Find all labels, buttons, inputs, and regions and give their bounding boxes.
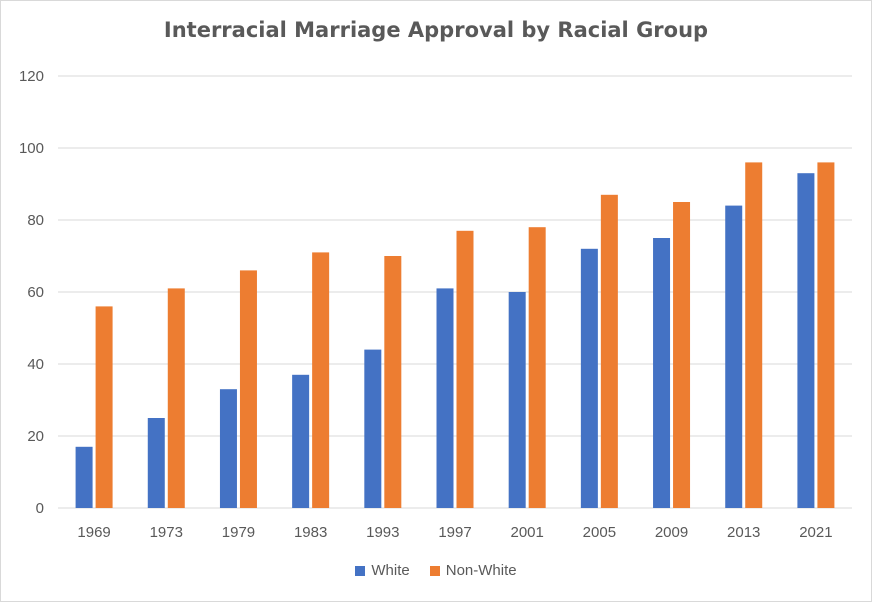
bar-white-2009 (653, 238, 671, 508)
legend: White Non-White (0, 562, 872, 579)
bar-non-white-2013 (745, 162, 763, 508)
bar-non-white-2009 (673, 202, 691, 508)
y-tick-label: 20 (27, 428, 44, 445)
bar-white-1993 (364, 349, 382, 508)
chart-title: Interracial Marriage Approval by Racial … (163, 18, 709, 42)
bar-non-white-1969 (95, 306, 113, 508)
y-tick-label: 100 (19, 140, 44, 157)
bar-non-white-2001 (528, 227, 546, 508)
bar-non-white-2021 (817, 162, 835, 508)
bar-white-2001 (508, 292, 526, 508)
x-tick-label: 2021 (799, 524, 832, 541)
y-tick-label: 0 (36, 500, 44, 517)
bar-non-white-1973 (167, 288, 185, 508)
bar-white-2005 (580, 248, 598, 509)
x-tick-label: 1973 (150, 524, 183, 541)
bar-non-white-1993 (384, 256, 402, 508)
x-tick-label: 2009 (655, 524, 688, 541)
legend-item-non-white: Non-White (429, 562, 517, 579)
y-tick-label: 120 (19, 68, 44, 85)
bar-non-white-1983 (312, 252, 330, 508)
bar-non-white-1997 (456, 230, 474, 509)
y-tick-label: 80 (27, 212, 44, 229)
x-tick-label: 1997 (438, 524, 471, 541)
bar-white-1983 (292, 374, 310, 508)
bar-white-1973 (147, 418, 165, 508)
y-tick-label: 60 (27, 284, 44, 301)
legend-item-white: White (355, 562, 410, 579)
x-tick-label: 2001 (510, 524, 543, 541)
x-tick-label: 1983 (294, 524, 327, 541)
x-tick-label: 2005 (583, 524, 616, 541)
bar-white-2013 (725, 205, 743, 508)
x-tick-label: 1969 (77, 524, 110, 541)
y-tick-label: 40 (27, 356, 44, 373)
x-tick-label: 2013 (727, 524, 760, 541)
legend-swatch-non-white (429, 565, 440, 576)
bar-white-1997 (436, 288, 454, 508)
bar-non-white-1979 (239, 270, 257, 508)
legend-label-non-white: Non-White (445, 562, 517, 579)
bar-white-1969 (75, 446, 93, 508)
x-tick-label: 1993 (366, 524, 399, 541)
legend-swatch-white (355, 565, 366, 576)
bar-non-white-2005 (600, 194, 618, 509)
bar-white-1979 (219, 389, 237, 508)
legend-label-white: White (371, 562, 410, 579)
x-tick-label: 1979 (222, 524, 255, 541)
bar-white-2021 (797, 173, 815, 508)
